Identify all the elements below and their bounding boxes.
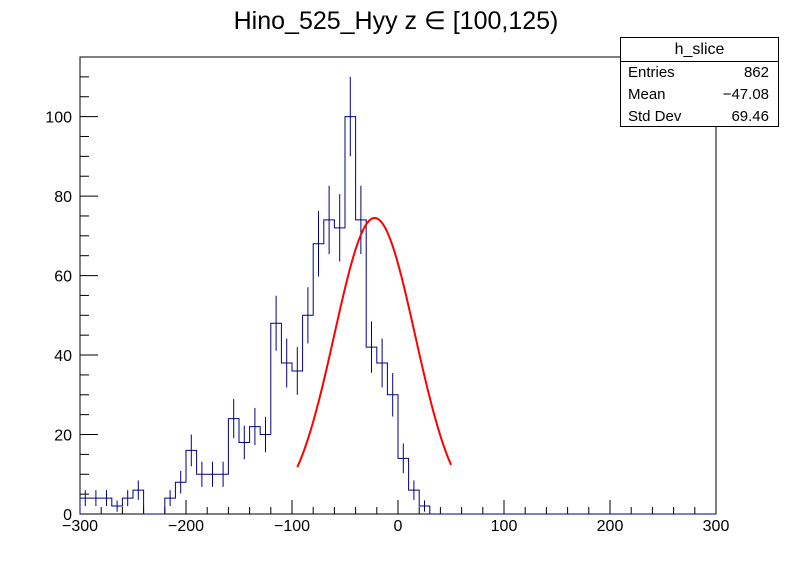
x-tick-label: −300 bbox=[62, 518, 98, 535]
fit-curve bbox=[296, 216, 452, 468]
stats-title: h_slice bbox=[621, 38, 778, 62]
stats-stddev-label: Std Dev bbox=[628, 108, 682, 125]
stats-stddev-value: 69.46 bbox=[731, 108, 769, 125]
chart-title: Hino_525_Hyy z ∈ [100,125) bbox=[234, 7, 559, 35]
error-bars bbox=[84, 76, 714, 515]
stats-entries-label: Entries bbox=[628, 64, 675, 81]
x-tick-label: −200 bbox=[168, 518, 204, 535]
stats-mean-value: −47.08 bbox=[722, 86, 769, 103]
stats-row-mean: Mean −47.08 bbox=[621, 84, 778, 106]
y-tick-label: 0 bbox=[63, 507, 72, 524]
x-tick-label: −100 bbox=[274, 518, 310, 535]
axes: −300 −200 −100 0 100 200 300 0 20 40 60 80 100 bbox=[45, 56, 730, 535]
x-tick-label: 0 bbox=[394, 518, 403, 535]
x-tick-label: 300 bbox=[703, 518, 730, 535]
gaussian-fit bbox=[296, 216, 452, 468]
histogram-bars bbox=[79, 116, 716, 515]
y-tick-label: 40 bbox=[54, 348, 72, 365]
stats-mean-label: Mean bbox=[628, 86, 666, 103]
x-tick-label: 100 bbox=[491, 518, 518, 535]
y-tick-label: 60 bbox=[54, 269, 72, 286]
y-tick-label: 20 bbox=[54, 428, 72, 445]
y-tick-label: 100 bbox=[45, 110, 72, 127]
stats-row-entries: Entries 862 bbox=[621, 62, 778, 84]
y-tick-label: 80 bbox=[54, 189, 72, 206]
x-tick-label: 200 bbox=[597, 518, 624, 535]
stats-entries-value: 862 bbox=[743, 64, 769, 81]
stats-row-stddev: Std Dev 69.46 bbox=[621, 106, 778, 128]
stats-box: h_slice Entries 862 Mean −47.08 Std Dev … bbox=[620, 37, 779, 127]
histogram-outline bbox=[79, 116, 716, 515]
